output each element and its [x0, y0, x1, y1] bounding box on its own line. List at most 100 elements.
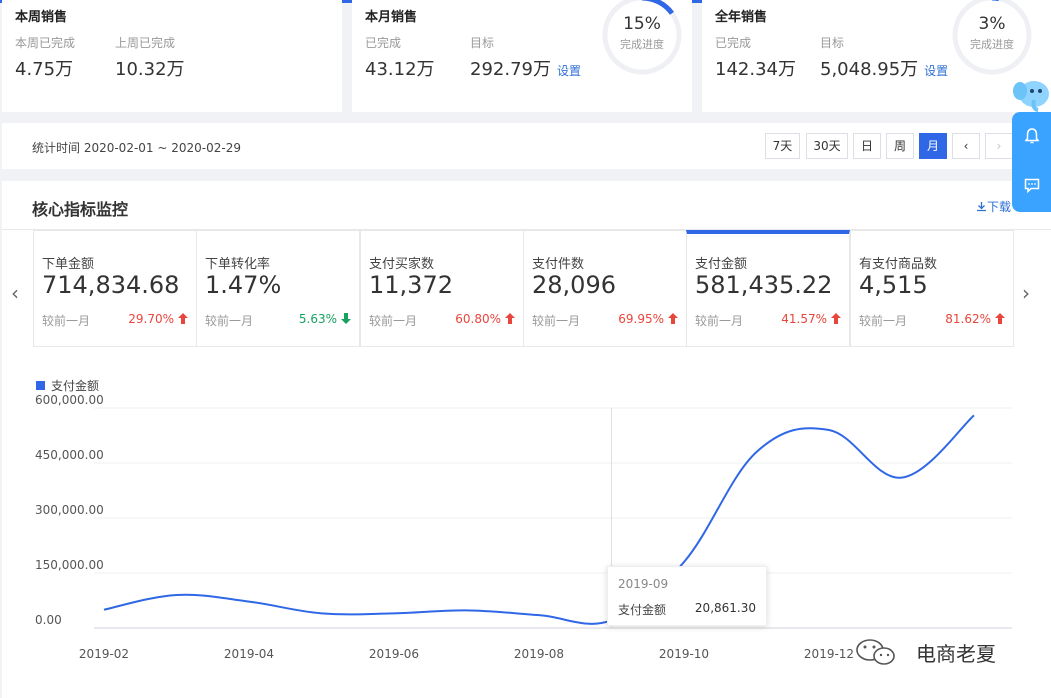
weekly-sales-title: 本周销售 [15, 10, 68, 25]
year-target-number: 5,048.95万 [820, 59, 919, 80]
kpi-change-value: 5.63% [298, 312, 337, 326]
core-metrics-title: 核心指标监控 [32, 200, 129, 219]
year-progress-ring: 3% 完成进度 [951, 0, 1033, 76]
kpi-change: 81.62% [945, 312, 1005, 326]
mascot-elephant-icon[interactable] [1012, 76, 1051, 114]
kpi-compare-label: 较前一月 [532, 314, 581, 328]
watermark: 电商老夏 [848, 636, 996, 668]
year-progress-label: 完成进度 [970, 38, 1014, 51]
year-target-label: 目标 [820, 36, 845, 50]
arrow-up-icon [995, 313, 1005, 324]
range-prev-button[interactable]: ‹ [952, 133, 980, 159]
y-tick-label: 300,000.00 [35, 503, 104, 517]
kpi-change: 60.80% [455, 312, 515, 326]
kpi-value: 28,096 [532, 271, 616, 299]
year-target-value: 5,048.95万 设置 [820, 55, 948, 81]
monthly-sales-title: 本月销售 [365, 10, 418, 25]
x-tick-label: 2019-06 [369, 647, 419, 661]
x-tick-label: 2019-12 [804, 647, 854, 661]
range-day-button[interactable]: 日 [853, 133, 881, 159]
kpi-next-arrow[interactable]: › [1022, 281, 1030, 305]
kpi-change: 29.70% [128, 312, 188, 326]
kpi-card[interactable]: 支付买家数 11,372 较前一月 60.80% [360, 230, 524, 347]
year-done-label: 已完成 [715, 36, 752, 50]
x-tick-label: 2019-08 [514, 647, 564, 661]
kpi-card[interactable]: 支付金额 581,435.22 较前一月 41.57% [686, 230, 850, 347]
kpi-label: 支付件数 [532, 257, 585, 272]
arrow-up-icon [505, 313, 515, 324]
month-progress-ring-graphic [602, 0, 682, 75]
date-range-bar: 统计时间 2020-02-01 ~ 2020-02-29 7天 30天 日 周 … [2, 123, 1051, 169]
kpi-compare-label: 较前一月 [205, 314, 254, 328]
y-tick-label: 600,000.00 [35, 393, 104, 407]
tooltip-title: 2019-09 [618, 577, 669, 591]
kpi-label: 支付买家数 [369, 257, 435, 272]
kpi-change: 5.63% [299, 312, 351, 326]
kpi-change: 69.95% [618, 312, 678, 326]
y-tick-label: 150,000.00 [35, 558, 104, 572]
bell-icon [1024, 128, 1040, 144]
legend-label: 支付金额 [51, 379, 100, 393]
range-30d-button[interactable]: 30天 [806, 133, 848, 159]
x-tick-label: 2019-04 [224, 647, 274, 661]
kpi-value: 4,515 [859, 271, 928, 299]
year-progress-ring-graphic [952, 0, 1032, 75]
kpi-compare-label: 较前一月 [369, 314, 418, 328]
week-done-value: 4.75万 [15, 59, 74, 80]
kpi-compare-label: 较前一月 [42, 314, 91, 328]
kpi-value: 1.47% [205, 271, 282, 299]
kpi-label: 下单转化率 [205, 257, 271, 272]
yearly-sales-title: 全年销售 [715, 10, 768, 25]
arrow-up-icon [668, 313, 678, 324]
kpi-card[interactable]: 有支付商品数 4,515 较前一月 81.62% [850, 230, 1014, 347]
download-button[interactable]: 下载 [976, 198, 1011, 215]
download-label: 下载 [987, 200, 1012, 214]
y-tick-label: 450,000.00 [35, 448, 104, 462]
kpi-label: 支付金额 [695, 257, 748, 272]
legend-color-swatch [36, 381, 45, 390]
kpi-change-value: 29.70% [128, 312, 174, 326]
arrow-up-icon [831, 313, 841, 324]
range-week-button[interactable]: 周 [886, 133, 914, 159]
year-progress-percent: 3% [978, 14, 1006, 34]
kpi-compare-label: 较前一月 [695, 314, 744, 328]
range-month-button[interactable]: 月 [919, 133, 947, 159]
kpi-prev-arrow[interactable]: ‹ [11, 281, 19, 305]
message-chat-button[interactable] [1022, 175, 1042, 195]
x-tick-label: 2019-02 [79, 647, 129, 661]
core-metrics-panel: 核心指标监控 下载 ‹ › 下单金额 714,834.68 较前一月 29.70% 下单… [2, 181, 1051, 698]
watermark-text: 电商老夏 [916, 642, 996, 666]
floating-side-panel [1012, 112, 1051, 212]
tooltip-value: 20,861.30 [694, 601, 756, 615]
kpi-card[interactable]: 下单转化率 1.47% 较前一月 5.63% [196, 230, 360, 347]
kpi-label: 下单金额 [42, 257, 95, 272]
kpi-value: 11,372 [369, 271, 453, 299]
month-ring-track [602, 0, 682, 75]
month-target-set-link[interactable]: 设置 [556, 64, 581, 78]
range-7d-button[interactable]: 7天 [765, 133, 800, 159]
yearly-sales-card: 全年销售 已完成 142.34万 目标 5,048.95万 设置 3% 完成进度 [702, 0, 1051, 112]
year-done-value: 142.34万 [715, 59, 796, 80]
x-tick-label: 2019-10 [659, 647, 709, 661]
month-done-value: 43.12万 [365, 59, 435, 80]
kpi-change-value: 41.57% [781, 312, 827, 326]
notification-bell-button[interactable] [1022, 126, 1042, 146]
month-target-label: 目标 [470, 36, 495, 50]
kpi-card[interactable]: 支付件数 28,096 较前一月 69.95% [523, 230, 687, 347]
weekly-sales-card: 本周销售 本周已完成 4.75万 上周已完成 10.32万 [2, 0, 342, 112]
tooltip-series-name: 支付金额 [618, 603, 667, 617]
series-line-payment-amount [103, 414, 975, 625]
chart-legend[interactable]: 支付金额 [36, 377, 99, 394]
kpi-card[interactable]: 下单金额 714,834.68 较前一月 29.70% [33, 230, 197, 347]
kpi-change-value: 81.62% [945, 312, 991, 326]
arrow-up-icon [178, 313, 188, 324]
mascot-graphic [1013, 81, 1049, 112]
month-progress-label: 完成进度 [620, 38, 664, 51]
monthly-sales-card: 本月销售 已完成 43.12万 目标 292.79万 设置 15% 完成进度 [352, 0, 692, 112]
range-next-button[interactable]: › [985, 133, 1013, 159]
week-done-label: 本周已完成 [15, 36, 76, 50]
kpi-change: 41.57% [781, 312, 841, 326]
month-target-number: 292.79万 [470, 59, 551, 80]
kpi-change-value: 60.80% [455, 312, 501, 326]
year-target-set-link[interactable]: 设置 [924, 64, 949, 78]
